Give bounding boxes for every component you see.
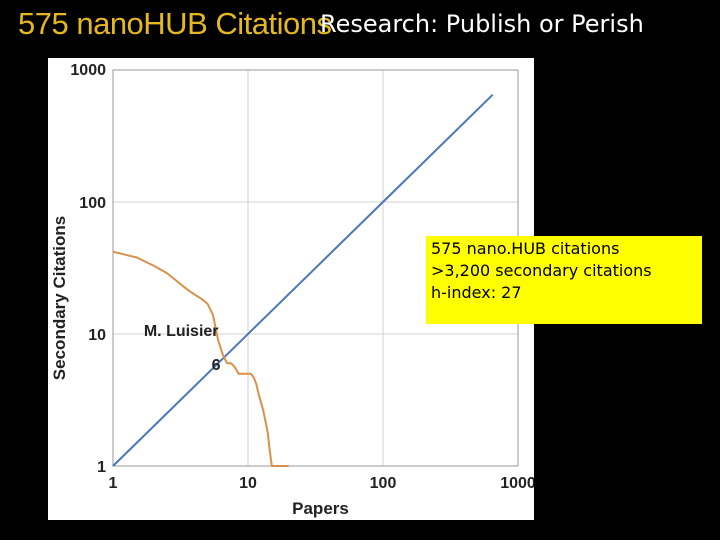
- citation-summary-box: 575 nano.HUB citations >3,200 secondary …: [426, 236, 702, 324]
- y-tick-label: 10: [88, 327, 106, 344]
- x-tick-label: 10: [239, 475, 257, 492]
- h-index-crossing-label: 6: [212, 357, 221, 374]
- x-tick-label: 1: [109, 475, 118, 492]
- h-index-chart: 1 10 100 1000 1 10 100 1000 Papers Secondary Cita…: [50, 62, 534, 518]
- headline: 575 nanoHUB Citations: [18, 6, 332, 41]
- x-tick-label: 100: [370, 475, 397, 492]
- x-axis-label: Papers: [292, 499, 349, 518]
- reference-line: [112, 93, 494, 467]
- slide-title: Research: Publish or Perish: [320, 10, 644, 38]
- y-tick-label: 1: [97, 459, 106, 476]
- y-tick-label: 1000: [70, 62, 106, 79]
- y-tick-label: 100: [79, 195, 106, 212]
- curve-label-m-luisier: M. Luisier: [144, 323, 219, 340]
- x-tick-label: 1000: [500, 475, 534, 492]
- y-axis-label: Secondary Citations: [50, 216, 69, 380]
- summary-line-secondary-citations: >3,200 secondary citations: [431, 261, 652, 280]
- author-citation-curve: [112, 250, 289, 467]
- summary-line-nanohub-citations: 575 nano.HUB citations: [431, 239, 620, 258]
- summary-line-h-index: h-index: 27: [431, 283, 522, 302]
